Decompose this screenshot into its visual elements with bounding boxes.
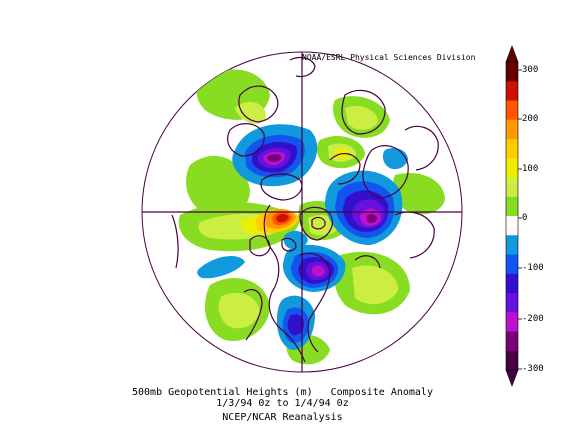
- colorbar-segment: [506, 235, 518, 255]
- caption-variable: 500mb Geopotential Heights (m): [132, 387, 313, 398]
- coastline: [299, 252, 331, 353]
- colorbar-tick-label: 300: [522, 65, 539, 75]
- coastline: [281, 237, 297, 252]
- positive-anomaly-area: [186, 155, 250, 217]
- caption-title: 500mb Geopotential Heights (m) Composite …: [0, 387, 565, 399]
- colorbar-segment: [506, 312, 518, 332]
- positive-anomaly-area: [393, 172, 445, 215]
- colorbar-segment: [506, 216, 518, 236]
- negative-anomaly-area: [312, 265, 325, 277]
- colorbar: [505, 45, 522, 387]
- coastline: [289, 56, 316, 78]
- caption-source: NCEP/NCAR Reanalysis: [222, 412, 343, 423]
- colorbar-segment: [506, 177, 518, 198]
- colorbar-segment: [506, 81, 518, 101]
- coastline: [238, 85, 279, 123]
- colorbar-tick-label: 0: [522, 213, 528, 223]
- positive-anomaly-area: [276, 214, 289, 223]
- colorbar-segment: [506, 158, 518, 178]
- colorbar-tick-label: 100: [522, 164, 539, 174]
- positive-anomaly-area: [218, 292, 260, 329]
- colorbar-segment: [506, 254, 518, 275]
- coastline: [419, 95, 451, 111]
- coastline: [311, 216, 326, 230]
- negative-anomaly-area: [267, 154, 282, 162]
- colorbar-segment: [506, 331, 518, 352]
- caption-kind: Composite Anomaly: [330, 387, 433, 398]
- coastline: [263, 204, 306, 363]
- coastline: [329, 153, 361, 185]
- positive-anomaly-area: [235, 101, 266, 124]
- colorbar-segment: [506, 139, 518, 159]
- anomaly-shading: [178, 69, 445, 365]
- coastline: [404, 125, 439, 171]
- colorbar-segment: [506, 100, 518, 121]
- coastline: [260, 173, 303, 201]
- negative-anomaly-area: [287, 314, 304, 336]
- coastline: [341, 89, 386, 135]
- positive-anomaly-area: [352, 265, 398, 305]
- colorbar-tick-label: -300: [522, 364, 544, 374]
- colorbar-segment: [506, 62, 518, 82]
- coastline: [249, 235, 271, 257]
- colorbar-tick-label: 200: [522, 114, 539, 124]
- coastline: [362, 145, 409, 199]
- colorbar-segment: [506, 350, 518, 371]
- colorbar-top-arrow: [505, 45, 519, 63]
- colorbar-tick-label: -100: [522, 263, 544, 273]
- colorbar-tick-label: -200: [522, 314, 544, 324]
- colorbar-segment: [506, 273, 518, 294]
- coastline: [299, 206, 333, 241]
- coastline: [243, 289, 263, 341]
- colorbar-frame: [505, 61, 519, 371]
- credit-label: NOAA/ESRL Physical Sciences Division: [302, 53, 476, 62]
- coastline: [171, 214, 179, 269]
- coastline: [354, 255, 381, 269]
- colorbar-segment: [506, 119, 518, 140]
- coastline: [227, 123, 265, 157]
- positive-anomaly-area: [345, 105, 378, 130]
- negative-anomaly-area: [366, 214, 377, 223]
- negative-anomaly-area: [197, 256, 245, 279]
- colorbar-segment: [506, 196, 518, 217]
- caption-dates: 1/3/94 0z to 1/4/94 0z: [216, 398, 349, 409]
- colorbar-bottom-arrow: [505, 369, 519, 387]
- colorbar-segment: [506, 293, 518, 313]
